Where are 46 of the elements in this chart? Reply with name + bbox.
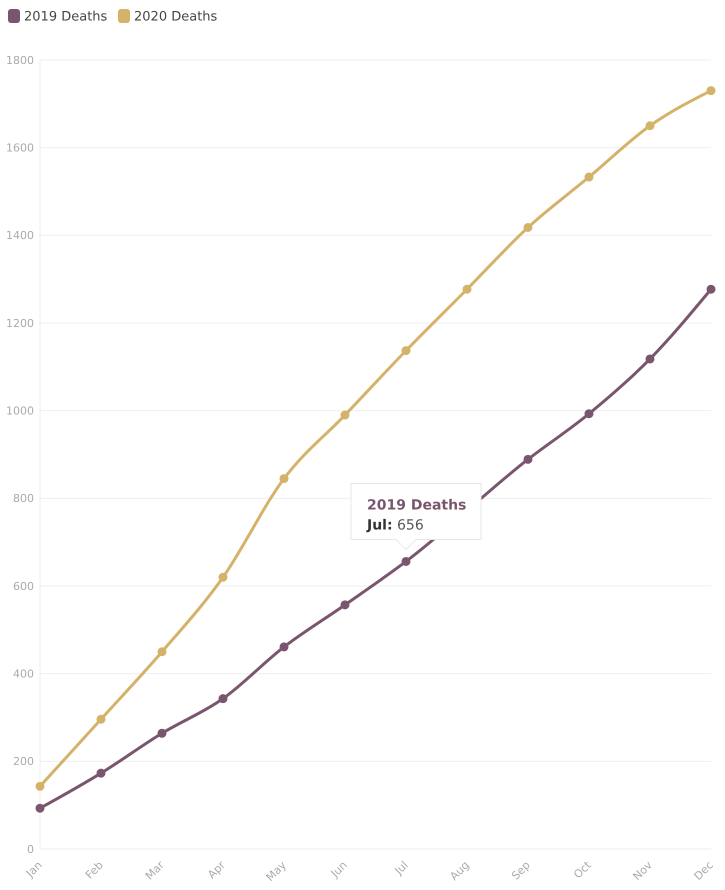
y-tick-label: 1800 — [6, 54, 34, 67]
y-tick-label: 1600 — [6, 142, 34, 155]
point — [524, 222, 532, 232]
point — [36, 804, 44, 813]
point — [340, 410, 350, 420]
x-tick-label: Mar — [142, 858, 168, 883]
y-tick-label: 1400 — [6, 229, 34, 242]
point — [462, 284, 472, 294]
point — [524, 454, 532, 464]
point — [158, 647, 166, 656]
point — [36, 782, 44, 791]
point — [96, 768, 106, 778]
point — [402, 556, 410, 566]
legend-label: 2020 Deaths — [134, 10, 218, 25]
point — [96, 714, 106, 724]
y-tick-label: 1200 — [6, 316, 34, 330]
y-tick-label: 600 — [13, 580, 34, 593]
x-tick-label: Sep — [508, 858, 533, 883]
annotation: 2019 Deaths Jul: 656 — [366, 497, 466, 534]
legend-label: 2019 Deaths — [24, 10, 108, 25]
y-tick-label: 400 — [13, 668, 34, 681]
point — [280, 642, 288, 652]
point — [218, 572, 228, 582]
y-tick-label: 800 — [13, 492, 34, 506]
x-tick-label: Jul — [392, 858, 411, 878]
point — [584, 409, 594, 418]
point — [402, 346, 410, 356]
x-tick-label: Jun — [328, 858, 350, 881]
y-tick-label: 200 — [13, 755, 34, 768]
x-tick-label: Nov — [630, 858, 656, 884]
point — [706, 86, 716, 96]
point — [706, 284, 716, 294]
point — [584, 172, 594, 182]
point — [218, 694, 228, 704]
x-tick-label: Jan — [22, 858, 45, 881]
point — [280, 474, 288, 484]
point — [646, 121, 654, 130]
x-tick-label: Dec — [692, 858, 716, 883]
x-tick-label: Oct — [571, 858, 594, 882]
point — [158, 728, 166, 738]
point — [340, 600, 350, 610]
x-tick-label: Feb — [82, 858, 106, 882]
y-tick-label: 0 — [27, 842, 34, 856]
y-tick-label: 1000 — [6, 404, 34, 418]
x-tick-label: Apr — [205, 858, 228, 882]
point — [646, 354, 654, 364]
